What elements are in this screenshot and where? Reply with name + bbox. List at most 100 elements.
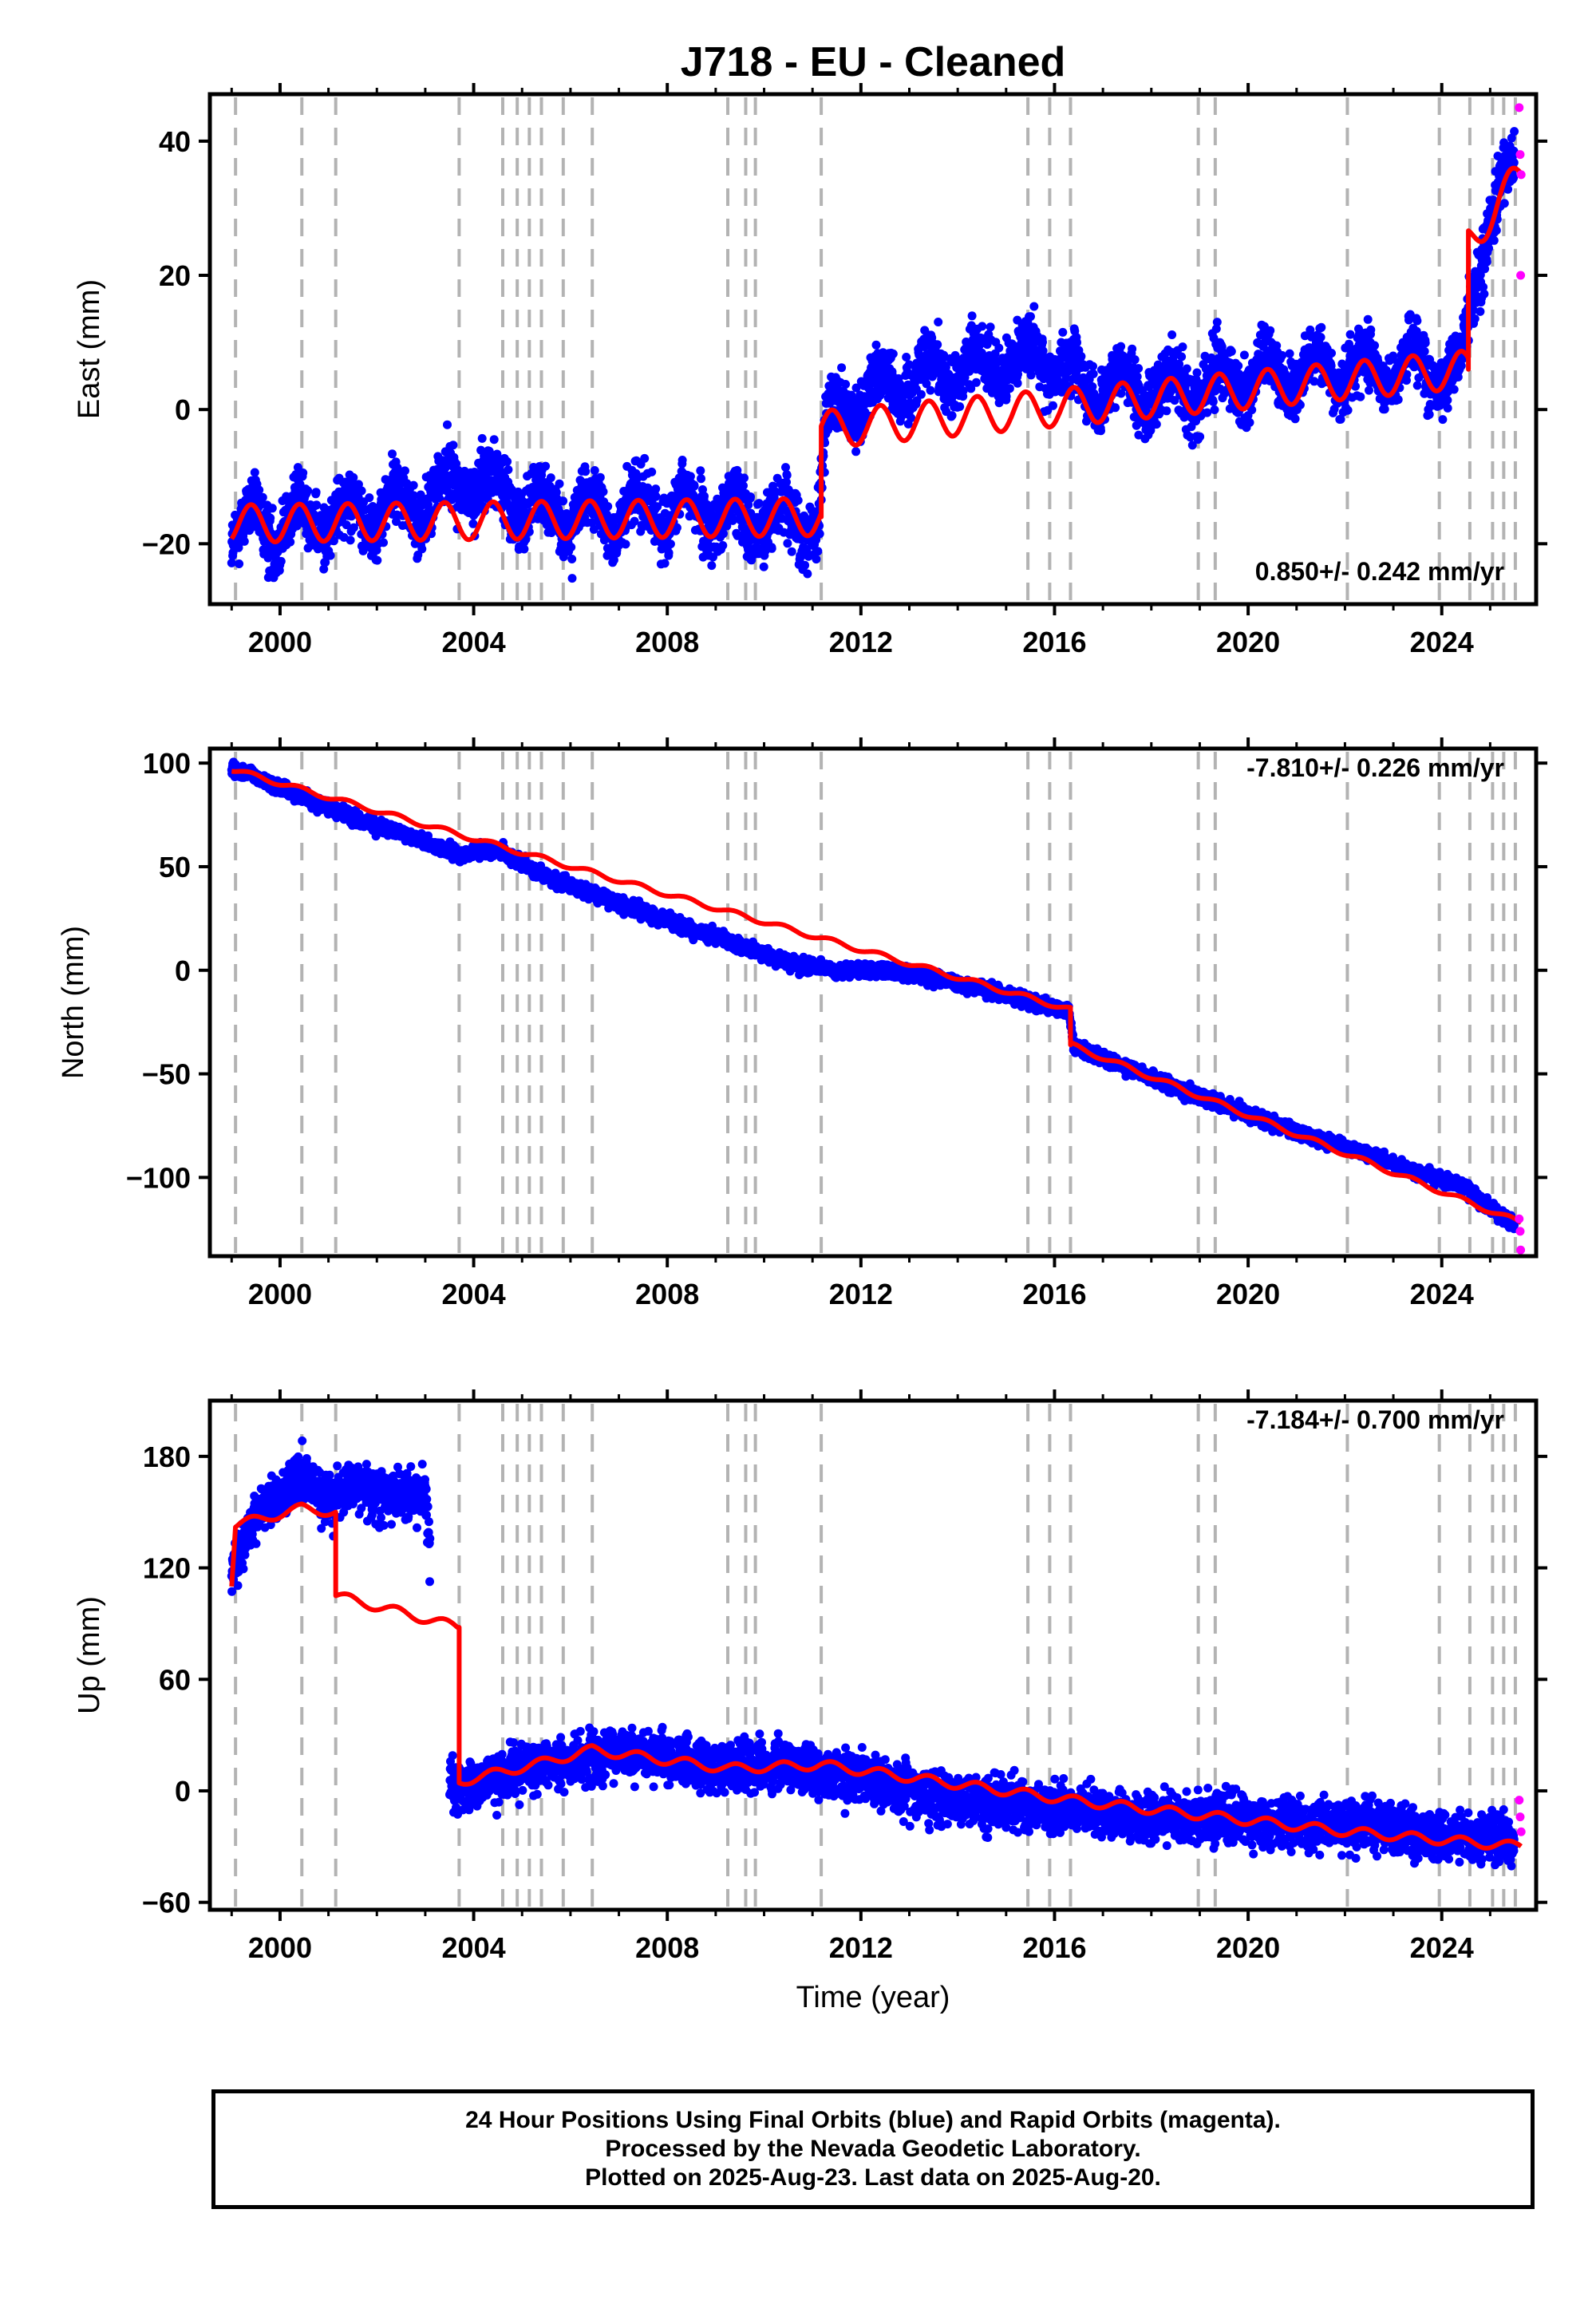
final-orbit-point	[1245, 417, 1254, 427]
final-orbit-point	[1178, 342, 1187, 352]
final-orbit-point	[546, 473, 555, 483]
final-orbit-point	[812, 555, 821, 564]
final-orbit-point	[401, 466, 409, 476]
final-orbit-point	[1479, 289, 1489, 298]
final-orbit-point	[587, 518, 597, 528]
final-orbit-point	[239, 536, 249, 546]
final-orbit-point	[754, 499, 764, 508]
final-orbit-point	[1177, 352, 1187, 362]
final-orbit-point	[1013, 378, 1022, 388]
y-axis-label: East (mm)	[73, 279, 106, 419]
final-orbit-point	[1443, 403, 1452, 413]
final-orbit-point	[329, 536, 338, 546]
final-orbit-point	[994, 343, 1004, 353]
final-orbit-point	[250, 468, 259, 477]
final-orbit-point	[902, 353, 911, 362]
final-orbit-point	[489, 435, 499, 445]
final-orbit-point	[630, 516, 639, 526]
final-orbit-point	[227, 558, 236, 567]
final-orbit-point	[759, 562, 768, 571]
final-orbit-point	[1152, 420, 1161, 429]
final-orbit-point	[365, 493, 374, 503]
final-orbit-point	[660, 559, 670, 568]
final-orbit-point	[664, 548, 674, 558]
final-orbit-point	[567, 555, 577, 563]
final-orbit-point	[581, 467, 591, 476]
final-orbit-point	[1424, 409, 1434, 419]
final-orbit-point	[1061, 373, 1071, 383]
final-orbit-point	[955, 402, 965, 411]
final-orbit-point	[1476, 306, 1485, 316]
final-orbit-point	[1443, 395, 1452, 405]
final-orbit-point	[1316, 333, 1325, 342]
final-orbit-point	[443, 420, 452, 429]
final-orbit-point	[700, 492, 709, 501]
final-orbit-point	[841, 380, 851, 389]
final-orbit-point	[1182, 364, 1191, 373]
final-orbit-point	[941, 362, 950, 372]
panel-plot-area	[227, 97, 1526, 601]
panel-1: 2000 2004 2008 2012 2016 2020 2024−2002040East…	[73, 83, 1547, 658]
x-tick-label: 2024	[1410, 626, 1474, 658]
final-orbit-point	[1116, 342, 1126, 351]
final-orbit-point	[1234, 361, 1243, 370]
final-orbit-point	[1420, 346, 1429, 356]
final-orbit-point	[1509, 173, 1519, 183]
final-orbit-points	[227, 757, 1519, 1234]
y-tick-label: 0	[175, 393, 191, 426]
final-orbit-point	[1510, 127, 1519, 136]
final-orbit-point	[452, 459, 460, 468]
x-tick-label: 2000	[248, 626, 312, 658]
final-orbit-point	[468, 519, 478, 528]
final-orbit-point	[598, 487, 608, 496]
final-orbit-point	[298, 468, 308, 477]
final-orbit-point	[346, 536, 355, 545]
final-orbit-point	[319, 564, 329, 574]
final-orbit-point	[267, 504, 277, 513]
final-orbit-point	[1363, 314, 1373, 324]
final-orbit-point	[409, 491, 418, 500]
final-orbit-point	[349, 523, 358, 532]
final-orbit-point	[1128, 344, 1137, 354]
final-orbit-point	[1420, 338, 1430, 348]
final-orbit-point	[1192, 368, 1202, 377]
final-orbit-point	[1001, 392, 1011, 401]
final-orbit-point	[1077, 352, 1086, 361]
final-orbit-point	[1393, 395, 1403, 405]
final-orbit-point	[933, 340, 942, 350]
final-orbit-point	[1195, 432, 1205, 441]
final-orbit-point	[1290, 414, 1300, 424]
final-orbit-point	[1038, 338, 1047, 347]
final-orbit-point	[326, 551, 335, 560]
y-tick-label: 20	[159, 259, 191, 292]
final-orbit-point	[1162, 406, 1171, 416]
final-orbit-point	[1365, 385, 1373, 395]
final-orbit-point	[793, 496, 803, 505]
final-orbit-point	[448, 441, 458, 450]
final-orbit-point	[1111, 403, 1120, 413]
final-orbit-point	[1491, 226, 1501, 235]
final-orbit-point	[916, 389, 926, 399]
final-orbit-point	[643, 483, 653, 492]
final-orbit-point	[312, 500, 322, 510]
final-orbit-point	[640, 453, 650, 463]
final-orbit-point	[1482, 257, 1491, 267]
final-orbit-point	[696, 466, 705, 476]
y-tick-label: 40	[159, 125, 191, 158]
final-orbit-point	[559, 496, 568, 506]
rapid-orbit-point	[1515, 103, 1524, 113]
x-tick-label: 2012	[829, 626, 893, 658]
final-orbit-point	[888, 349, 898, 358]
final-orbit-point	[417, 544, 427, 554]
final-orbit-point	[653, 502, 662, 512]
final-orbit-point	[255, 485, 264, 495]
final-orbit-point	[666, 539, 675, 549]
final-orbit-point	[1049, 401, 1057, 410]
final-orbit-point	[837, 363, 847, 373]
final-orbit-point	[1057, 387, 1066, 397]
final-orbit-point	[503, 456, 512, 466]
final-orbit-point	[1489, 235, 1499, 245]
final-orbit-point	[590, 466, 599, 475]
final-orbit-point	[685, 472, 695, 481]
